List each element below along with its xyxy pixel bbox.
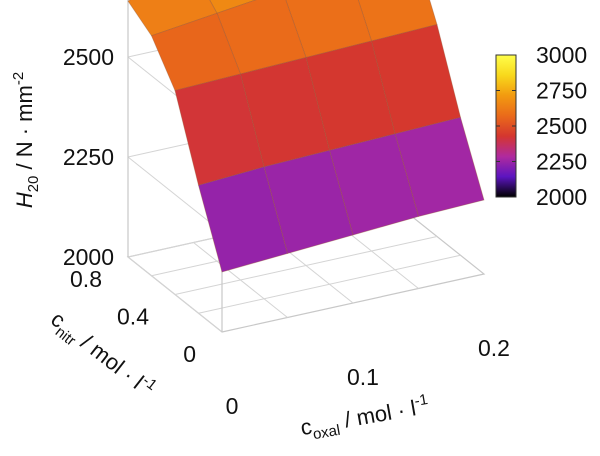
z-tick-label: 2000 xyxy=(63,244,114,270)
floor-grid-y xyxy=(174,236,438,295)
colorbar-tick-label: 3000 xyxy=(536,42,587,68)
y-tick-label: 0.8 xyxy=(70,266,102,292)
svg-text:coxal / mol · l-1: coxal / mol · l-1 xyxy=(298,391,432,445)
surface-facet xyxy=(263,149,354,254)
surface-facet xyxy=(329,133,419,236)
surface-facet xyxy=(209,0,257,14)
y-tick-label: 0 xyxy=(183,341,196,367)
colorbar: 2000 2250 2500 2750 3000 xyxy=(495,42,587,210)
y-tick-label: 0.4 xyxy=(117,304,149,330)
x-axis-label: coxal / mol · l-1 xyxy=(298,391,432,445)
surface-facet xyxy=(198,166,288,273)
surface-facet xyxy=(371,24,461,135)
surface-facet xyxy=(394,116,485,217)
z-tick-label: 2250 xyxy=(63,144,114,170)
colorbar-tick-label: 2750 xyxy=(536,78,587,104)
z-axis-label: H20 / N · mm-2 xyxy=(10,72,42,208)
colorbar-tick-label: 2000 xyxy=(536,184,587,210)
svg-text:H20 / N · mm-2: H20 / N · mm-2 xyxy=(10,72,42,208)
wall-grid-left xyxy=(127,156,223,233)
x-tick-label: 0 xyxy=(226,393,239,419)
tick-labels: 2000225025002750300000.40.800.10.2 xyxy=(63,44,510,419)
surface-facet xyxy=(305,40,396,151)
colorbar-tick-label: 2250 xyxy=(536,149,587,175)
colorbar-tick-label: 2500 xyxy=(536,113,587,139)
x-tick-label: 0.2 xyxy=(478,335,510,361)
x-tick-label: 0.1 xyxy=(347,364,379,390)
surface-facet xyxy=(357,0,438,42)
wall-grid-left xyxy=(127,256,223,333)
surface-facet xyxy=(285,0,373,58)
z-tick-label: 2500 xyxy=(63,44,114,70)
surface xyxy=(127,0,485,273)
